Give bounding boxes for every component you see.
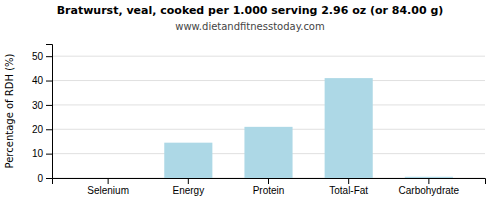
tick-mark — [46, 105, 52, 106]
tick-mark — [46, 81, 52, 82]
tick-mark — [348, 178, 349, 184]
tick: 10 — [32, 148, 52, 159]
tick-mark — [46, 129, 52, 130]
tick: Energy — [172, 178, 204, 196]
grid-line — [52, 104, 485, 105]
bars — [164, 78, 453, 178]
grid-line — [52, 80, 485, 81]
tick-mark — [268, 178, 269, 184]
tick-label: 50 — [32, 51, 44, 62]
tick-label: 20 — [32, 124, 44, 135]
tick: Total-Fat — [329, 178, 368, 196]
axis-line — [53, 179, 486, 185]
x-axis: Selenium Energy Protein Total-Fat Carbohydra… — [53, 178, 486, 196]
tick: Selenium — [87, 178, 129, 196]
grid — [52, 56, 485, 178]
tick: Carbohydrate — [399, 178, 460, 196]
bar — [164, 143, 212, 178]
plot: 0 10 20 30 40 50 Selenium Energy Protein Total-Fa… — [32, 45, 486, 197]
bar — [325, 78, 373, 178]
chart: Bratwurst, veal, cooked per 1.000 servin… — [0, 0, 500, 200]
bar — [84, 178, 132, 179]
tick-label: Total-Fat — [329, 185, 368, 196]
tick-label: Selenium — [87, 185, 129, 196]
tick: 20 — [32, 124, 52, 135]
tick-label: Carbohydrate — [399, 185, 460, 196]
grid-line — [52, 56, 485, 57]
title: Bratwurst, veal, cooked per 1.000 servin… — [57, 4, 444, 17]
tick: 30 — [32, 100, 52, 111]
tick-label: 30 — [32, 100, 44, 111]
bar — [405, 177, 453, 178]
tick-label: Energy — [172, 185, 204, 196]
tick: Protein — [253, 178, 285, 196]
tick-label: Protein — [253, 185, 285, 196]
y-axis-title: Percentage of RDH (%) — [4, 53, 15, 168]
tick-mark — [46, 178, 52, 179]
y-axis: 0 10 20 30 40 50 — [32, 45, 53, 184]
tick-mark — [428, 178, 429, 184]
tick: 50 — [32, 51, 52, 62]
bar — [244, 127, 292, 178]
tick-mark — [46, 56, 52, 57]
tick-label: 10 — [32, 148, 44, 159]
tick: 0 — [37, 173, 52, 184]
tick-mark — [46, 154, 52, 155]
tick-mark — [188, 178, 189, 184]
subtitle: www.dietandfitnesstoday.com — [175, 21, 324, 32]
axis-line — [46, 45, 53, 179]
tick: 40 — [32, 75, 52, 86]
tick-label: 40 — [32, 75, 44, 86]
tick-mark — [108, 178, 109, 184]
tick-label: 0 — [37, 173, 43, 184]
